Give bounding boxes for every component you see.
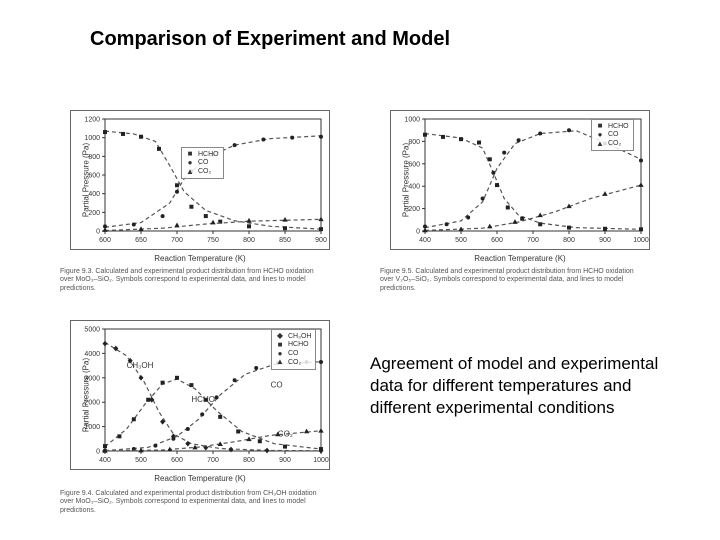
svg-text:800: 800: [243, 237, 255, 244]
ylabel: Partial Pressure (Pa): [402, 143, 411, 217]
legend: ■HCHO●CO▲CO₂: [591, 119, 634, 151]
svg-text:0: 0: [416, 229, 420, 236]
chart-bottomleft-caption: Figure 9.4. Calculated and experimental …: [60, 490, 320, 515]
svg-text:400: 400: [99, 457, 111, 464]
chart-topright-caption: Figure 9.5. Calculated and experimental …: [380, 268, 640, 293]
svg-text:1000: 1000: [84, 135, 100, 142]
svg-text:600: 600: [491, 237, 503, 244]
svg-text:600: 600: [171, 457, 183, 464]
ylabel: Partial Pressure (Pa): [82, 143, 91, 217]
svg-text:HCHO: HCHO: [191, 395, 215, 404]
slide-title: Comparison of Experiment and Model: [90, 28, 450, 51]
svg-text:CH₃OH: CH₃OH: [127, 361, 154, 370]
xlabel: Reaction Temperature (K): [154, 474, 245, 483]
svg-text:1000: 1000: [404, 117, 420, 124]
svg-text:900: 900: [599, 237, 611, 244]
ylabel: Partial Pressure (Pa): [82, 358, 91, 432]
legend: ■HCHO●CO▲CO₂: [181, 147, 224, 179]
svg-text:4000: 4000: [84, 351, 100, 358]
svg-text:800: 800: [563, 237, 575, 244]
svg-text:0: 0: [96, 229, 100, 236]
svg-text:5000: 5000: [84, 327, 100, 334]
xlabel: Reaction Temperature (K): [474, 254, 565, 263]
svg-text:750: 750: [207, 237, 219, 244]
chart-topleft-caption: Figure 9.3. Calculated and experimental …: [60, 268, 320, 293]
svg-text:900: 900: [315, 237, 327, 244]
svg-text:0: 0: [96, 449, 100, 456]
svg-text:700: 700: [207, 457, 219, 464]
svg-text:1000: 1000: [633, 237, 649, 244]
svg-text:600: 600: [99, 237, 111, 244]
body-text: Agreement of model and experimental data…: [370, 353, 660, 419]
svg-text:1200: 1200: [84, 117, 100, 124]
svg-text:CO: CO: [271, 381, 283, 390]
svg-text:500: 500: [135, 457, 147, 464]
svg-text:850: 850: [279, 237, 291, 244]
svg-text:900: 900: [279, 457, 291, 464]
chart-topleft: Partial Pressure (Pa) Reaction Temperatu…: [70, 110, 330, 250]
svg-text:700: 700: [527, 237, 539, 244]
svg-text:400: 400: [419, 237, 431, 244]
chart-bottomleft: Partial Pressure (Pa) Reaction Temperatu…: [70, 320, 330, 470]
svg-text:1000: 1000: [313, 457, 329, 464]
svg-text:500: 500: [455, 237, 467, 244]
xlabel: Reaction Temperature (K): [154, 254, 245, 263]
svg-text:650: 650: [135, 237, 147, 244]
legend: ◆CH₃OH■HCHO●CO▲CO₂: [271, 329, 316, 370]
svg-text:800: 800: [243, 457, 255, 464]
svg-text:CO₂: CO₂: [278, 429, 293, 438]
svg-text:700: 700: [171, 237, 183, 244]
chart-topright: Partial Pressure (Pa) Reaction Temperatu…: [390, 110, 650, 250]
